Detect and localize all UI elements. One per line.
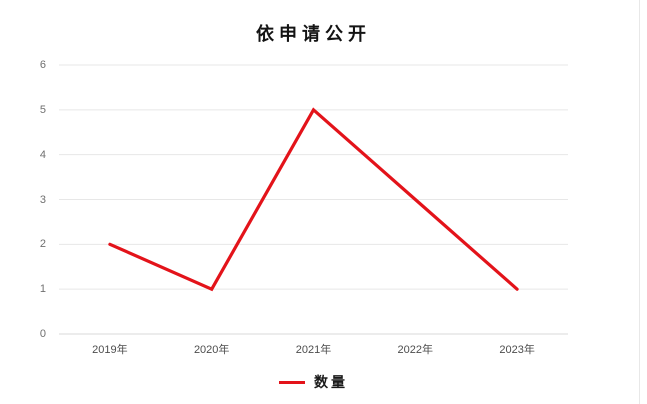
x-axis-tick-label: 2021年	[295, 344, 332, 356]
x-axis-tick-label: 2020年	[193, 344, 230, 356]
y-axis-tick-label: 1	[39, 283, 46, 296]
y-axis-tick-label: 2	[39, 238, 46, 251]
y-axis-tick-label: 3	[39, 193, 46, 206]
chart-title: 依申请公开	[256, 24, 371, 44]
y-axis-tick-label: 5	[39, 103, 46, 116]
x-axis-tick-label: 2022年	[397, 344, 434, 356]
y-axis-tick-label: 6	[39, 59, 46, 71]
y-axis-tick-label: 0	[39, 328, 46, 340]
legend: 数量	[59, 372, 568, 392]
x-axis-tick-label: 2023年	[499, 344, 535, 356]
legend-line-marker	[279, 380, 305, 384]
y-axis-tick-label: 4	[39, 148, 46, 161]
panel-edge-divider	[639, 0, 640, 404]
series-line	[108, 107, 519, 292]
legend-label: 数量	[314, 376, 348, 391]
x-axis-tick-label: 2019年	[92, 344, 128, 356]
